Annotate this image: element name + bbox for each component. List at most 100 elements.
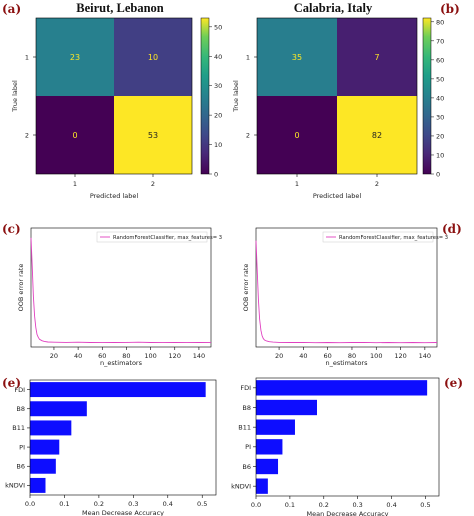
x-tick-label: 60: [98, 352, 106, 360]
panel-letter-b: (b): [440, 2, 460, 16]
x-tick-label: 0.4: [163, 500, 173, 508]
cell-value-label: 53: [148, 131, 158, 140]
colorbar-tick-label: 70: [436, 37, 444, 45]
bar: [30, 439, 60, 455]
oob-error-chart-calabria: 20 40 60 80 100 120 140 n_estimators OOB error r…: [242, 227, 448, 367]
x-axis-label: Mean Decrease Accuracy: [82, 509, 164, 516]
y-tick-label: B6: [242, 463, 251, 471]
matrix-cell: [36, 18, 114, 96]
cell-value-label: 10: [148, 53, 158, 62]
x-tick-label: 80: [348, 352, 356, 360]
cell-value-label: 0: [72, 131, 77, 140]
colorbar-tick-label: 60: [436, 56, 444, 64]
plot-frame: [256, 17, 418, 175]
y-tick-label: B8: [16, 405, 25, 413]
matrix-cell: [257, 18, 337, 96]
y-tick-label: kNDVI: [5, 482, 25, 490]
x-axis-label: Mean Decrease Accuracy: [307, 510, 389, 516]
chart-title: Calabria, Italy: [294, 1, 373, 15]
x-tick-label: 140: [193, 352, 205, 360]
panel-letter-e-left: (e): [2, 376, 21, 390]
y-tick-label: PI: [19, 443, 25, 451]
confusion-matrix-beirut: Beirut, Lebanon 23 10 0 53 1 2 1 2 Predicted labe…: [11, 1, 222, 200]
bar: [256, 399, 317, 416]
x-tick-label: 0.3: [128, 500, 138, 508]
colorbar-tick-label: 0: [214, 171, 218, 179]
colorbar-tick-label: 10: [214, 141, 222, 149]
x-tick-label: 0.5: [197, 500, 207, 508]
cell-value-label: 35: [292, 53, 302, 62]
matrix-cell: [114, 18, 192, 96]
bar: [256, 419, 295, 435]
colorbar-tick-label: 80: [436, 18, 444, 26]
y-tick-label: B6: [16, 463, 25, 471]
plot-frame: [35, 17, 193, 175]
panel-letter-e-right: (e): [444, 376, 463, 390]
y-axis-label: OOB error rate: [17, 264, 25, 312]
x-tick-label: 20: [275, 352, 283, 360]
colorbar: [200, 17, 210, 175]
colorbar-tick-label: 50: [214, 23, 222, 31]
y-tick-label: 2: [246, 132, 250, 140]
panel-letter-a: (a): [2, 2, 21, 16]
panel-letter-c: (c): [2, 222, 21, 236]
bar: [256, 478, 268, 494]
y-axis-label: True label: [232, 80, 240, 113]
y-tick-label: B11: [238, 423, 251, 431]
colorbar-tick-label: 20: [436, 132, 444, 140]
cell-value-label: 7: [374, 53, 379, 62]
y-axis-label: True label: [11, 80, 19, 113]
colorbar-tick-label: 0: [436, 171, 440, 179]
x-tick-label: 140: [419, 352, 431, 360]
x-tick-label: 0.4: [386, 501, 396, 509]
y-tick-label: 1: [25, 54, 29, 62]
x-tick-label: 120: [394, 352, 406, 360]
x-tick-label: 1: [295, 180, 299, 188]
x-tick-label: 0.3: [352, 501, 362, 509]
plot-frame: [29, 379, 217, 496]
matrix-cell: [337, 96, 417, 174]
y-tick-label: B11: [12, 424, 25, 432]
bar: [30, 458, 56, 474]
matrix-cell: [337, 18, 417, 96]
oob-error-chart-beirut: 20 40 60 80 100 120 140 n_estimators OOB error r…: [17, 227, 222, 367]
x-tick-label: 0.2: [94, 500, 104, 508]
x-tick-label: 0.5: [420, 501, 430, 509]
plot-frame: [255, 227, 438, 348]
bar: [30, 382, 206, 398]
legend-box: [96, 231, 208, 243]
x-tick-label: 0.2: [319, 501, 329, 509]
cell-value-label: 82: [372, 131, 382, 140]
x-axis-label: Predicted label: [90, 192, 138, 200]
x-tick-label: 0.1: [59, 500, 69, 508]
x-tick-label: 2: [375, 180, 379, 188]
plot-frame: [30, 227, 212, 348]
y-tick-label: kNDVI: [231, 482, 251, 490]
x-tick-label: 0.1: [285, 501, 295, 509]
x-tick-label: 40: [74, 352, 82, 360]
x-tick-label: 40: [299, 352, 307, 360]
legend-label: RandomForestClassifier, max_features= 3: [339, 235, 448, 241]
colorbar-tick-label: 40: [436, 94, 444, 102]
bar: [256, 380, 428, 396]
y-tick-label: PI: [245, 443, 251, 451]
x-tick-label: 2: [151, 180, 155, 188]
bar: [256, 458, 279, 475]
legend-label: RandomForestClassifier, max_features= 3: [113, 235, 222, 241]
colorbar-tick-label: 10: [436, 151, 444, 159]
y-tick-label: B8: [242, 404, 251, 412]
cell-value-label: 0: [294, 131, 299, 140]
y-tick-label: 2: [25, 132, 29, 140]
x-axis-label: n_estimators: [325, 359, 368, 367]
bar: [30, 477, 46, 493]
colorbar-tick-label: 50: [436, 75, 444, 83]
matrix-cell: [36, 96, 114, 174]
series-line: [255, 240, 438, 344]
x-tick-label: 80: [122, 352, 130, 360]
x-tick-label: 60: [324, 352, 332, 360]
y-axis-label: OOB error rate: [242, 264, 250, 312]
x-tick-label: 120: [169, 352, 181, 360]
x-axis-label: Predicted label: [313, 192, 361, 200]
x-axis-label: n_estimators: [100, 359, 143, 367]
panel-letter-d: (d): [442, 222, 462, 236]
